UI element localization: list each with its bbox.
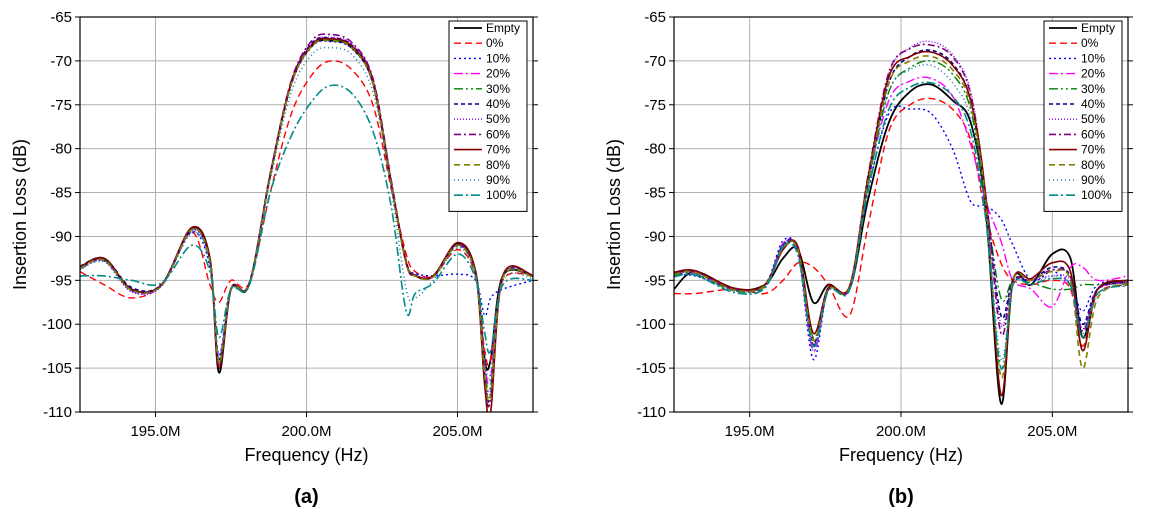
x-tick-label: 205.0M xyxy=(1027,423,1077,440)
legend-entry: 100% xyxy=(486,188,517,202)
legend-box xyxy=(448,20,528,212)
y-tick-label: -95 xyxy=(50,272,72,289)
panel-b: -65 -70 -75 -80 -85 -90 -95 -100 -105 -110 195.0M 2… xyxy=(604,9,1133,508)
y-tick-label: -110 xyxy=(637,404,666,421)
legend-entry: Empty xyxy=(1081,21,1115,35)
legend-entry: 70% xyxy=(486,143,510,157)
legend-entry: 90% xyxy=(1081,173,1105,187)
legend-entry: 50% xyxy=(486,112,510,126)
legend-entry: 20% xyxy=(1081,67,1105,81)
y-tick-label: -65 xyxy=(50,9,72,26)
series-line-100pct xyxy=(80,84,533,354)
x-tick-label: 205.0M xyxy=(432,423,482,440)
series-line-0pct xyxy=(674,97,1128,347)
legend-entry: 30% xyxy=(1081,82,1105,96)
y-tick-label: -70 xyxy=(50,53,72,70)
series-line-90pct xyxy=(80,46,533,380)
series-line-empty xyxy=(674,83,1128,405)
legend-entry: 20% xyxy=(486,67,510,81)
y-tick-label: -75 xyxy=(50,97,72,114)
legend-entry: 10% xyxy=(486,51,510,65)
legend-entry: 0% xyxy=(486,36,504,50)
legend-entry: 0% xyxy=(1081,36,1099,50)
x-axis-title: Frequency (Hz) xyxy=(839,445,963,465)
series-line-50pct xyxy=(80,36,533,398)
series-group xyxy=(674,40,1128,405)
y-tick-label: -105 xyxy=(636,360,666,377)
y-tick-label: -90 xyxy=(644,228,666,245)
y-tick-label: -70 xyxy=(644,53,666,70)
x-tick-label: 200.0M xyxy=(281,423,331,440)
plot-frame xyxy=(79,16,534,413)
legend-entry: 40% xyxy=(1081,97,1105,111)
series-line-100pct xyxy=(674,81,1128,370)
legend-entry: 60% xyxy=(486,127,510,141)
x-tick-label: 200.0M xyxy=(876,423,926,440)
legend-entry: 10% xyxy=(1081,51,1105,65)
panel-label: (b) xyxy=(888,486,914,508)
panel-a: -65 -70 -75 -80 -85 -90 -95 -100 -105 -110 195.0M 2… xyxy=(10,9,538,508)
y-tick-label: -75 xyxy=(644,97,666,114)
series-line-90pct xyxy=(674,63,1128,362)
y-tick-label: -90 xyxy=(50,228,72,245)
legend-entry: 50% xyxy=(1081,112,1105,126)
y-axis-title: Insertion Loss (dB) xyxy=(604,139,624,290)
series-line-30pct xyxy=(80,38,533,393)
y-tick-label: -100 xyxy=(42,316,72,333)
legend-entry: 60% xyxy=(1081,127,1105,141)
y-tick-label: -80 xyxy=(50,141,72,158)
panel-label: (a) xyxy=(294,486,318,508)
y-tick-label: -85 xyxy=(644,185,666,202)
legend-entry: 80% xyxy=(486,158,510,172)
legend-entry: 40% xyxy=(486,97,510,111)
y-tick-label: -80 xyxy=(644,141,666,158)
legend-entry: Empty xyxy=(486,21,520,35)
y-tick-label: -100 xyxy=(636,316,666,333)
series-line-70pct xyxy=(674,50,1128,397)
x-tick-label: 195.0M xyxy=(725,423,775,440)
series-line-50pct xyxy=(674,40,1128,347)
series-line-20pct xyxy=(674,76,1128,352)
y-tick-label: -110 xyxy=(43,404,72,421)
legend-entry: 100% xyxy=(1081,188,1112,202)
series-line-60pct xyxy=(80,33,533,408)
x-axis-title: Frequency (Hz) xyxy=(244,445,368,465)
y-tick-label: -105 xyxy=(42,360,72,377)
y-tick-label: -85 xyxy=(50,185,72,202)
legend-entry: 30% xyxy=(486,82,510,96)
y-axis-title: Insertion Loss (dB) xyxy=(10,139,30,290)
legend-entry: 80% xyxy=(1081,158,1105,172)
y-tick-label: -95 xyxy=(644,272,666,289)
y-tick-label: -65 xyxy=(644,9,666,26)
plot-frame xyxy=(673,16,1129,413)
series-group xyxy=(80,33,533,412)
legend-entry: 90% xyxy=(486,173,510,187)
legend-entry: 70% xyxy=(1081,143,1105,157)
x-tick-label: 195.0M xyxy=(130,423,180,440)
